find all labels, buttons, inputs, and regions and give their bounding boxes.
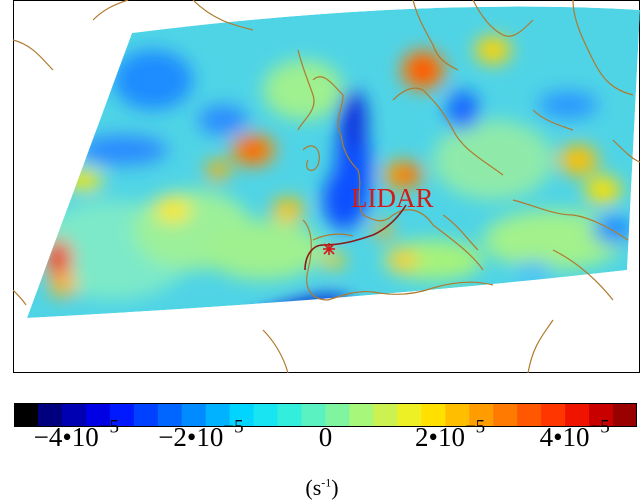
vorticity-field bbox=[27, 6, 640, 318]
colorbar-swatch bbox=[613, 403, 637, 427]
colorbar-swatch bbox=[301, 403, 327, 427]
colorbar-swatch bbox=[85, 403, 111, 427]
lidar-station-marker bbox=[323, 243, 335, 255]
colorbar-swatch bbox=[181, 403, 207, 427]
coastline bbox=[13, 0, 640, 373]
tick-exponent: −5 bbox=[223, 416, 244, 438]
colorbar-swatch bbox=[469, 403, 494, 427]
colorbar-swatch bbox=[205, 403, 231, 427]
tick-exponent: −5 bbox=[589, 416, 610, 438]
colorbar-swatch bbox=[565, 403, 590, 427]
vorticity-map bbox=[13, 0, 640, 373]
tick-mantissa: −2•10 bbox=[158, 422, 224, 452]
colorbar-swatch bbox=[541, 403, 566, 427]
colorbar-swatch bbox=[37, 403, 63, 427]
colorbar-swatch bbox=[493, 403, 518, 427]
colorbar-swatch bbox=[349, 403, 375, 427]
colorbar-swatch bbox=[157, 403, 183, 427]
tick-mantissa: 4•10 bbox=[539, 422, 590, 452]
tick-exponent: −5 bbox=[98, 416, 119, 438]
colorbar-swatch bbox=[445, 403, 470, 427]
colorbar-border bbox=[14, 403, 637, 427]
colorbar-unit-label: (s-1) bbox=[305, 475, 338, 501]
tick-mantissa: 2•10 bbox=[415, 422, 465, 452]
unit-exponent: -1 bbox=[321, 475, 332, 490]
colorbar-scale bbox=[14, 403, 637, 427]
colorbar-swatch bbox=[14, 403, 39, 427]
colorbar-tick-label: −4•10−5 bbox=[33, 418, 119, 452]
colorbar-swatch bbox=[589, 403, 614, 427]
lidar-track bbox=[304, 204, 407, 271]
colorbar-swatch bbox=[133, 403, 159, 427]
colorbar-swatch bbox=[373, 403, 398, 427]
colorbar-tick-label: 2•10−5 bbox=[415, 418, 485, 452]
tick-mantissa: 0 bbox=[318, 422, 333, 452]
colorbar-swatch bbox=[61, 403, 87, 427]
unit-close: ) bbox=[331, 475, 339, 500]
map-panel bbox=[13, 0, 640, 373]
colorbar-swatch bbox=[109, 403, 135, 427]
colorbar bbox=[14, 403, 637, 427]
colorbar-swatch bbox=[277, 403, 303, 427]
colorbar-tick-label: −2•10−5 bbox=[158, 418, 243, 452]
colorbar-swatch bbox=[397, 403, 422, 427]
colorbar-swatch bbox=[253, 403, 279, 427]
colorbar-swatch bbox=[421, 403, 446, 427]
colorbar-tick-label: 4•10−5 bbox=[539, 418, 610, 452]
lidar-label: LIDAR bbox=[351, 183, 434, 213]
colorbar-swatch bbox=[229, 403, 255, 427]
colorbar-swatch bbox=[325, 403, 351, 427]
colorbar-swatch bbox=[517, 403, 542, 427]
unit-base: (s bbox=[305, 475, 322, 500]
tick-mantissa: −4•10 bbox=[33, 422, 99, 452]
tick-exponent: −5 bbox=[464, 416, 486, 438]
colorbar-tick-label: 0 bbox=[319, 424, 333, 451]
